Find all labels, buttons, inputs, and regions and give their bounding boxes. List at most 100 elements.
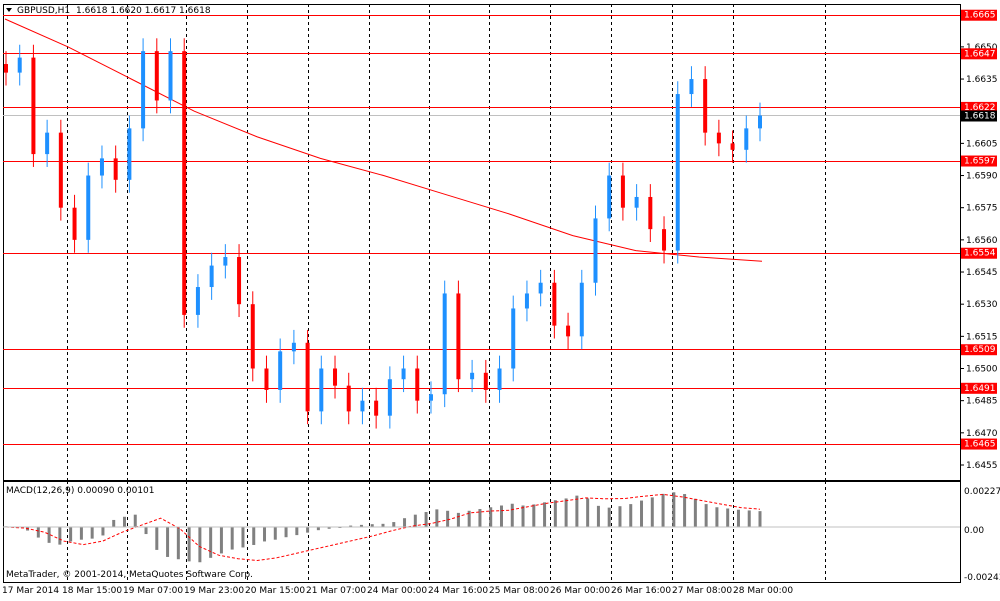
price-level-label-box — [961, 344, 997, 356]
candle-body — [593, 218, 598, 283]
candle-body — [31, 57, 36, 155]
price-tick-label: 1.6500 — [966, 365, 998, 375]
candle-body — [634, 196, 639, 208]
price-level-label: 1.6491 — [964, 384, 996, 394]
price-level-label: 1.6509 — [964, 345, 996, 355]
macd-histogram-bar — [176, 527, 180, 560]
macd-histogram-bar — [510, 503, 514, 527]
macd-histogram-bar — [618, 506, 622, 527]
macd-histogram-bar — [36, 527, 40, 538]
macd-histogram-bar — [90, 527, 94, 539]
macd-histogram-bar — [252, 527, 256, 545]
x-axis-label: 19 Mar 07:00 — [123, 586, 183, 596]
macd-histogram-bar — [521, 505, 525, 527]
candle-body — [154, 51, 159, 101]
price-tick-label: 1.6575 — [966, 204, 998, 214]
candle-body — [278, 351, 283, 390]
price-tick-label: 1.6590 — [966, 172, 998, 182]
price-level-label: 1.6647 — [964, 49, 996, 59]
macd-signal-line — [5, 493, 761, 562]
candle-body — [223, 257, 228, 266]
x-axis-label: 20 Mar 15:00 — [245, 586, 305, 596]
macd-histogram-bar — [564, 498, 568, 527]
macd-histogram-bar — [166, 527, 170, 557]
candle-body — [305, 342, 310, 412]
candle-body — [86, 175, 91, 240]
macd-histogram-bar — [69, 527, 73, 542]
copyright-text: MetaTrader, © 2001-2014, MetaQuotes Soft… — [6, 570, 253, 580]
candle-body — [182, 51, 187, 315]
candle-body — [607, 175, 612, 219]
macd-histogram-bar — [596, 505, 600, 527]
price-tick-label: 1.6530 — [966, 300, 998, 310]
candle-body — [237, 257, 242, 305]
macd-histogram-bar — [101, 527, 105, 536]
price-level-label-box — [961, 110, 997, 122]
macd-histogram-bar — [704, 504, 708, 527]
candle-body — [511, 308, 516, 369]
macd-histogram-bar — [726, 508, 730, 527]
price-level-label: 1.6622 — [964, 103, 996, 113]
candle-body — [58, 132, 63, 208]
x-axis-label: 19 Mar 23:00 — [184, 586, 244, 596]
x-axis-label: 26 Mar 00:00 — [550, 586, 610, 596]
candle-body — [264, 368, 269, 390]
macd-histogram-bar — [122, 516, 126, 527]
candle-body — [209, 265, 214, 288]
macd-histogram-bar — [629, 504, 633, 527]
x-axis-label: 28 Mar 00:00 — [733, 586, 793, 596]
macd-histogram-bar — [683, 494, 687, 527]
price-level-label-box — [961, 438, 997, 450]
candle-body — [113, 158, 118, 180]
macd-histogram-bar — [650, 497, 654, 527]
chart-symbol: GBPUSD,H1 — [17, 6, 70, 16]
macd-histogram-bar — [413, 514, 417, 527]
macd-top-value: 0.00227 — [964, 487, 1000, 497]
candle-body — [374, 400, 379, 416]
candle-body — [346, 385, 351, 412]
price-level-label: 1.6554 — [964, 249, 996, 259]
candle-body — [744, 128, 749, 150]
moving-average-line — [4, 18, 763, 262]
macd-label: MACD(12,26,9) 0.00090 0.00101 — [6, 486, 155, 496]
macd-histogram-bar — [112, 519, 116, 527]
x-axis-label: 21 Mar 07:00 — [306, 586, 366, 596]
macd-histogram-bar — [316, 527, 320, 531]
macd-zero-value: 0.00 — [964, 526, 984, 536]
main-panel — [3, 4, 961, 481]
macd-histogram-bar — [456, 512, 460, 527]
candle-body — [168, 51, 173, 101]
price-level-label-box — [961, 101, 997, 113]
candle-body — [360, 400, 365, 412]
x-axis-label: 27 Mar 08:00 — [672, 586, 732, 596]
macd-histogram-bar — [198, 527, 202, 563]
chart-ohlc: 1.6618 1.6620 1.6617 1.6618 — [76, 6, 211, 16]
triangle-down-icon[interactable] — [6, 8, 12, 12]
macd-histogram-bar — [747, 510, 751, 527]
macd-histogram-bar — [155, 527, 159, 550]
price-level-label: 1.6618 — [964, 111, 996, 121]
macd-histogram-bar — [424, 512, 428, 527]
macd-histogram-bar — [241, 527, 245, 548]
macd-histogram-bar — [736, 509, 740, 527]
macd-histogram-bar — [263, 527, 267, 542]
x-axis-label: 24 Mar 16:00 — [428, 586, 488, 596]
macd-histogram-bar — [349, 525, 353, 527]
macd-histogram-bar — [273, 527, 277, 540]
macd-histogram-bar — [144, 527, 148, 535]
macd-histogram-bar — [446, 510, 450, 527]
candle-body — [72, 207, 77, 240]
x-axis-label: 17 Mar 2014 — [2, 586, 59, 596]
candle-body — [195, 287, 200, 315]
candle-body — [415, 368, 420, 401]
candle-body — [141, 51, 146, 129]
candle-body — [442, 293, 447, 395]
macd-histogram-bar — [586, 498, 590, 527]
macd-histogram-bar — [295, 527, 299, 536]
macd-histogram-bar — [219, 527, 223, 554]
macd-histogram-bar — [693, 498, 697, 527]
macd-histogram-bar — [187, 527, 191, 562]
candle-body — [333, 368, 338, 386]
